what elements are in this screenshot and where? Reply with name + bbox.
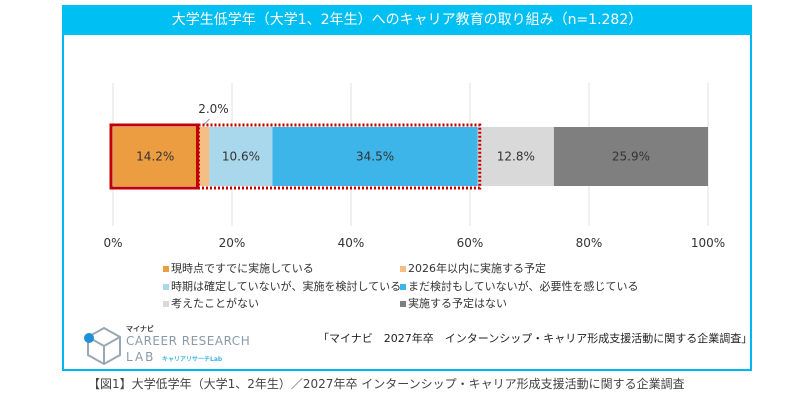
data-label: 25.9% [612, 150, 650, 164]
highlight-box-considering [196, 123, 482, 190]
data-label: 14.2% [136, 150, 174, 164]
x-tick-label: 20% [219, 236, 246, 250]
x-tick-label: 80% [576, 236, 603, 250]
cube-logo-icon [84, 326, 121, 366]
chart-plot: 0% 20% 40% 60% 80% 100% 14.2% 2.0% 10.6% 34.5% 12.… [103, 83, 725, 250]
legend-item: 2026年以内に実施する予定 [400, 260, 546, 276]
x-tick-label: 60% [457, 236, 484, 250]
bar-segment [553, 127, 708, 186]
x-tick-label: 0% [103, 236, 122, 250]
legend-item: まだ検討もしていないが、必要性を感じている [400, 278, 638, 294]
legend-item: 考えたことがない [163, 295, 259, 311]
chart-frame [62, 5, 752, 371]
x-tick-label: 100% [691, 236, 725, 250]
x-tick-label: 40% [338, 236, 365, 250]
data-label: 34.5% [356, 150, 394, 164]
legend-item: 実施する予定はない [400, 295, 507, 311]
bar-segment [209, 127, 273, 186]
career-research-lab-logo: マイナビ CAREER RESEARCH LAB キャリアリサーチLab [84, 322, 264, 372]
bar-segment [113, 127, 198, 186]
bar-segment [197, 127, 210, 186]
source-note: 「マイナビ 2027年卒 インターンシップ・キャリア形成支援活動に関する企業調査… [318, 332, 753, 345]
data-label: 10.6% [222, 150, 260, 164]
legend-item: 現時点ですでに実施している [163, 260, 314, 276]
bar-segment [272, 127, 478, 186]
data-label: 2.0% [198, 102, 229, 116]
legend-item: 時期は確定していないが、実施を検討している [163, 278, 401, 294]
data-label: 12.8% [497, 150, 535, 164]
chart-title: 大学生低学年（大学1、2年生）へのキャリア教育の取り組み（n=1.282） [62, 5, 752, 35]
figure-caption: 【図1】大学低学年（大学1、2年生）／2027年卒 インターンシップ・キャリア形… [88, 377, 685, 391]
bar-segment [477, 127, 554, 186]
